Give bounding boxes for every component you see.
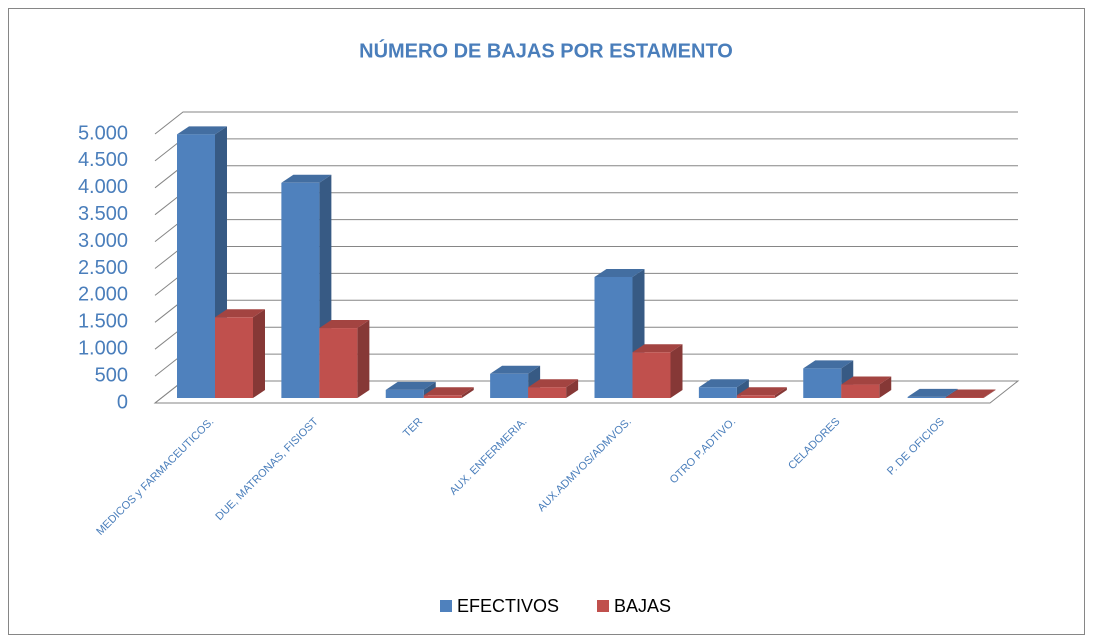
bar-front [528, 387, 567, 398]
bar-front [423, 395, 462, 398]
bar-front [594, 276, 633, 398]
bar-front [803, 368, 842, 398]
bar-top [281, 174, 332, 183]
bar [319, 320, 370, 398]
legend-swatch [597, 600, 609, 612]
y-tick-label: 1.500 [78, 311, 128, 333]
bar-top [736, 387, 787, 396]
bar [945, 389, 996, 398]
bar-side [774, 387, 787, 398]
bar-front [841, 384, 880, 398]
bar-front [632, 352, 671, 398]
bar-front [945, 397, 984, 398]
bar [841, 376, 892, 398]
chart-title: NÚMERO DE BAJAS POR ESTAMENTO [359, 38, 733, 62]
bar-front [698, 387, 737, 398]
y-tick-label: 0 [117, 391, 128, 413]
y-tick-label: 5.000 [78, 122, 128, 144]
legend-label: BAJAS [614, 596, 671, 616]
bar-front [490, 373, 529, 398]
y-tick-label: 500 [95, 364, 128, 386]
y-tick-label: 3.500 [78, 203, 128, 225]
bar-side [566, 379, 579, 398]
bar-side [983, 389, 996, 398]
bar-top [698, 379, 749, 388]
bar-top [632, 344, 683, 353]
bar [736, 387, 787, 398]
y-tick-label: 4.500 [78, 149, 128, 171]
legend-label: EFECTIVOS [457, 596, 559, 616]
bar-top [841, 376, 892, 385]
bar-top [528, 379, 579, 388]
y-tick-label: 4.000 [78, 176, 128, 198]
bar-side [670, 344, 683, 398]
y-tick-label: 2.500 [78, 257, 128, 279]
bar-top [423, 387, 474, 396]
bar-top [907, 388, 958, 397]
bar [632, 344, 683, 398]
bar [528, 379, 579, 398]
bar-side [461, 387, 474, 398]
bar-front [736, 395, 775, 398]
legend-swatch [440, 600, 452, 612]
bar-front [385, 389, 424, 398]
bar-top [319, 320, 370, 329]
bar-front [319, 328, 358, 398]
bar-front [281, 182, 320, 398]
bar-front [907, 396, 946, 398]
bar-top [945, 389, 996, 398]
bar-side [879, 376, 892, 398]
bar [423, 387, 474, 398]
y-tick-label: 3.000 [78, 230, 128, 252]
y-tick-label: 2.000 [78, 284, 128, 306]
bar-front [215, 317, 253, 398]
bar-side [357, 320, 370, 398]
bar-top [490, 365, 541, 374]
bar-top [594, 268, 645, 277]
bar-top [177, 126, 227, 135]
bar-side [253, 309, 265, 398]
chart-border [8, 8, 1085, 635]
y-tick-label: 1.000 [78, 337, 128, 359]
bar [215, 309, 265, 398]
bar-top [215, 309, 265, 318]
bar-top [385, 381, 436, 390]
bar-front [177, 134, 215, 398]
grid-line [154, 111, 1018, 135]
bar-top [803, 360, 854, 369]
